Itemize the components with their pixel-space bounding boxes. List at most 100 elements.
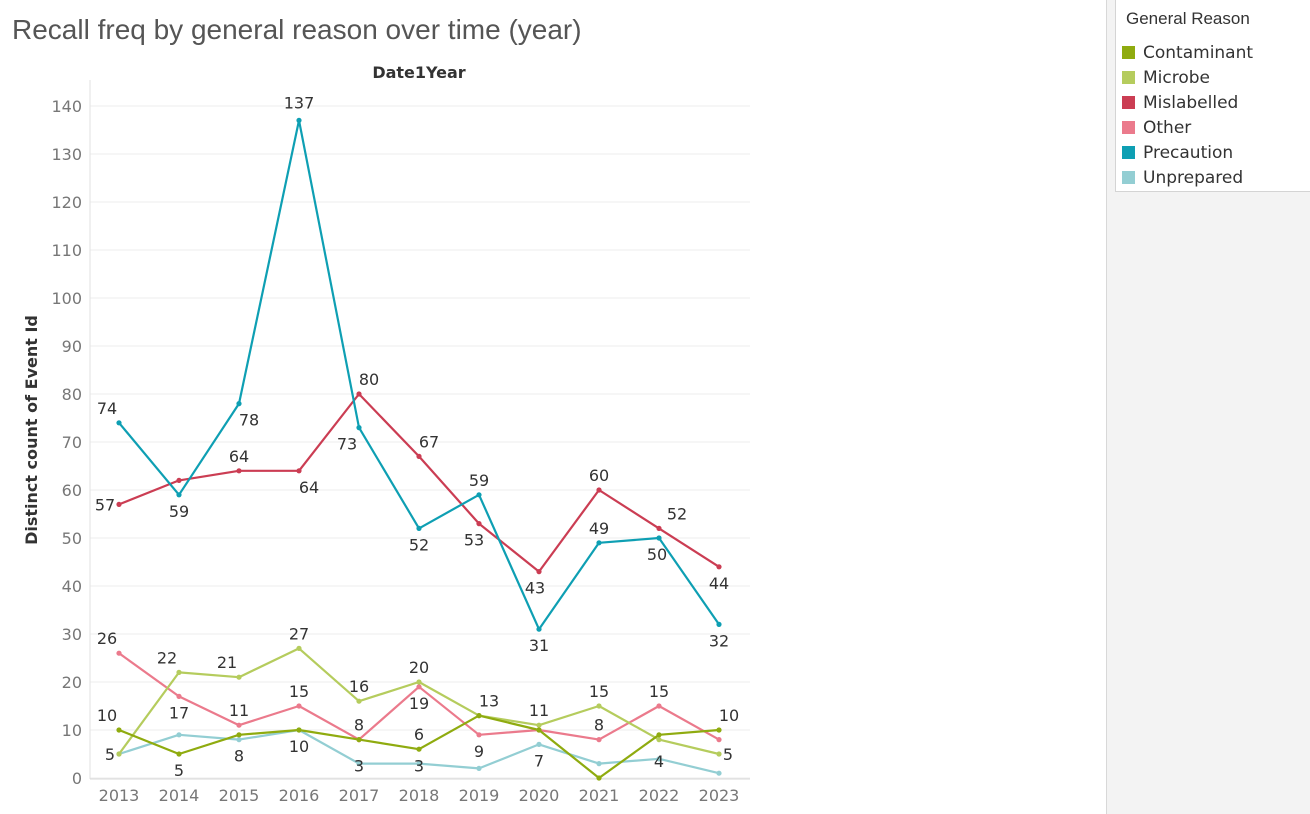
data-label: 59	[469, 471, 489, 490]
data-point-unprepared	[416, 761, 422, 767]
data-label: 15	[289, 682, 309, 701]
legend-label-unprepared: Unprepared	[1143, 167, 1244, 188]
legend-item-unprepared[interactable]: Unprepared	[1122, 165, 1253, 190]
legend-swatch-mislabelled	[1122, 96, 1135, 109]
data-label: 53	[464, 531, 484, 550]
data-label: 27	[289, 624, 309, 643]
data-label: 50	[647, 545, 667, 564]
legend-item-other[interactable]: Other	[1122, 115, 1253, 140]
data-point-microbe	[656, 737, 662, 743]
data-point-precaution	[536, 626, 542, 632]
data-point-microbe	[416, 679, 422, 685]
data-label: 13	[479, 692, 499, 711]
data-point-microbe	[596, 703, 602, 709]
data-point-contaminant	[116, 727, 122, 733]
y-tick-label: 30	[62, 625, 82, 644]
legend-item-mislabelled[interactable]: Mislabelled	[1122, 90, 1253, 115]
data-label: 64	[229, 447, 249, 466]
x-tick-label: 2018	[399, 786, 440, 805]
y-axis-label: Distinct count of Event Id	[22, 315, 41, 545]
data-point-precaution	[176, 492, 182, 498]
y-tick-label: 110	[51, 241, 82, 260]
data-label: 31	[529, 636, 549, 655]
data-label: 9	[474, 742, 484, 761]
y-tick-label: 140	[51, 97, 82, 116]
data-label: 59	[169, 502, 189, 521]
legend-items: Contaminant Microbe Mislabelled Other Pr…	[1122, 40, 1253, 190]
data-point-unprepared	[716, 770, 722, 776]
data-label: 22	[157, 648, 177, 667]
data-label: 20	[409, 658, 429, 677]
data-label: 10	[97, 706, 117, 725]
legend-swatch-microbe	[1122, 71, 1135, 84]
data-point-mislabelled	[116, 501, 122, 507]
data-label: 4	[654, 752, 664, 771]
data-point-unprepared	[656, 756, 662, 762]
data-label: 3	[414, 757, 424, 776]
data-label: 73	[337, 435, 357, 454]
data-point-mislabelled	[356, 391, 362, 397]
data-label: 10	[719, 706, 739, 725]
data-label: 17	[169, 703, 189, 722]
data-point-mislabelled	[176, 477, 182, 483]
y-tick-label: 130	[51, 145, 82, 164]
data-point-precaution	[416, 525, 422, 532]
y-tick-label: 50	[62, 529, 82, 548]
y-tick-label: 70	[62, 433, 82, 452]
data-label: 5	[723, 745, 733, 764]
x-tick-label: 2023	[699, 786, 740, 805]
y-tick-label: 80	[62, 385, 82, 404]
data-label: 49	[589, 519, 609, 538]
data-point-microbe	[716, 751, 722, 757]
data-point-unprepared	[536, 741, 542, 748]
y-tick-label: 40	[62, 577, 82, 596]
data-point-microbe	[296, 645, 302, 652]
x-tick-label: 2021	[579, 786, 620, 805]
data-point-unprepared	[596, 761, 602, 767]
data-point-unprepared	[176, 732, 182, 738]
data-label: 32	[709, 631, 729, 650]
data-label: 67	[419, 432, 439, 451]
data-point-precaution	[236, 401, 242, 407]
data-label: 11	[229, 701, 249, 720]
data-point-mislabelled	[476, 521, 482, 527]
data-point-mislabelled	[716, 564, 722, 570]
x-tick-label: 2017	[339, 786, 380, 805]
data-point-precaution	[116, 420, 122, 426]
data-label: 8	[234, 747, 244, 766]
data-label: 74	[97, 399, 117, 418]
data-label: 5	[105, 745, 115, 764]
x-tick-label: 2014	[159, 786, 200, 805]
y-tick-label: 60	[62, 481, 82, 500]
data-point-mislabelled	[656, 525, 662, 532]
data-label: 5	[174, 761, 184, 780]
data-label: 11	[529, 701, 549, 720]
data-point-other	[236, 722, 242, 728]
data-label: 7	[534, 751, 544, 770]
data-point-other	[296, 703, 302, 709]
legend-item-precaution[interactable]: Precaution	[1122, 140, 1253, 165]
data-point-other	[716, 737, 722, 743]
legend-label-precaution: Precaution	[1143, 142, 1234, 163]
data-point-contaminant	[176, 751, 182, 757]
data-label: 6	[414, 725, 424, 744]
data-label: 15	[589, 682, 609, 701]
data-label: 80	[359, 370, 379, 389]
legend-item-contaminant[interactable]: Contaminant	[1122, 40, 1253, 65]
chart-title: Recall freq by general reason over time …	[12, 14, 582, 45]
data-label: 57	[95, 495, 115, 514]
data-label: 52	[667, 504, 687, 523]
data-point-contaminant	[536, 727, 542, 733]
data-point-contaminant	[236, 732, 242, 738]
data-label: 3	[354, 757, 364, 776]
data-label: 137	[284, 93, 315, 112]
line-chart: Date1Year Distinct count of Event Id 0 10…	[22, 63, 750, 805]
data-point-unprepared	[476, 765, 482, 772]
data-labels: 7459781377352593149503257646480675343605…	[95, 93, 739, 780]
data-point-precaution	[476, 492, 482, 498]
data-label: 60	[589, 466, 609, 485]
data-point-precaution	[716, 621, 722, 628]
legend-item-microbe[interactable]: Microbe	[1122, 65, 1253, 90]
legend-label-microbe: Microbe	[1143, 67, 1211, 88]
legend: General Reason Contaminant Microbe Misla…	[1115, 0, 1310, 192]
